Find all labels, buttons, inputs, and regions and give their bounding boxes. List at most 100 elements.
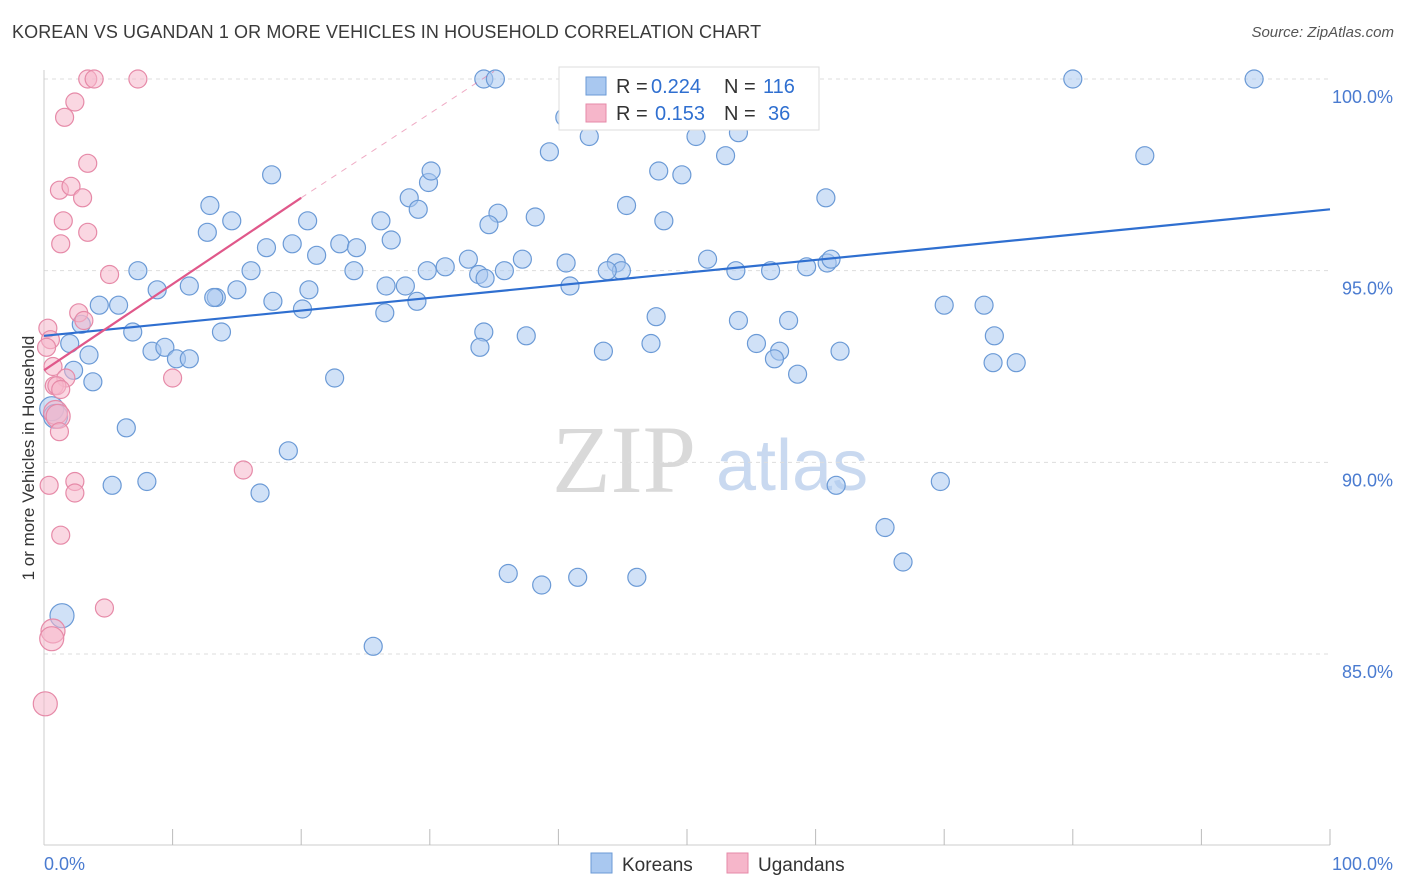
korean-point: [407, 291, 427, 311]
source-credit: Source: ZipAtlas.com: [1251, 24, 1394, 41]
x-tick-label: 0.0%: [44, 854, 85, 874]
korean-point: [346, 238, 367, 258]
korean-point: [79, 345, 99, 365]
korean-point: [222, 211, 242, 231]
legend-korean-n-label: N =: [724, 76, 756, 98]
korean-point: [984, 326, 1004, 346]
korean-point: [568, 567, 588, 587]
korean-point: [298, 211, 318, 231]
korean-point: [299, 280, 319, 300]
legend-ugandan-r-label: R =: [616, 103, 648, 125]
x-tick-label: 100.0%: [1332, 854, 1393, 874]
ugandan-point: [74, 310, 94, 331]
korean-point: [826, 475, 846, 495]
korean-point: [330, 234, 350, 254]
ugandan-point: [51, 379, 71, 400]
korean-points: [39, 69, 1264, 656]
korean-point: [395, 276, 415, 296]
ugandan-point: [51, 525, 71, 545]
korean-point: [116, 418, 136, 438]
ugandan-point: [99, 264, 120, 285]
korean-point: [1244, 69, 1264, 89]
korean-point: [830, 341, 850, 361]
korean-point: [197, 222, 217, 242]
watermark-zip: ZIP: [552, 406, 696, 513]
korean-point: [102, 475, 122, 495]
legend-ugandan-r-value: 0.153: [655, 103, 705, 125]
korean-point: [816, 188, 836, 208]
legend-ugandan-n-label: N =: [724, 103, 756, 125]
korean-point: [697, 249, 718, 269]
ugandan-point: [65, 92, 85, 112]
korean-point: [1063, 69, 1083, 89]
korean-point: [893, 552, 913, 572]
ugandan-trend-line: [43, 196, 302, 372]
korean-point: [512, 249, 532, 269]
korean-point: [875, 517, 895, 538]
x-ticks: [172, 829, 1331, 845]
korean-point: [241, 261, 261, 281]
korean-point: [983, 353, 1003, 373]
korean-point: [371, 211, 391, 231]
korean-point: [593, 341, 614, 361]
korean-point: [344, 261, 364, 281]
bottom-legend-korean-swatch: [590, 852, 613, 874]
korean-point: [282, 234, 302, 254]
korean-point: [408, 199, 428, 219]
ugandan-point: [72, 188, 93, 208]
legend-korean-swatch: [585, 76, 607, 96]
legend-ugandan-swatch: [585, 103, 607, 123]
korean-point: [263, 291, 283, 311]
legend-korean-n-value: 116: [763, 76, 795, 98]
korean-point: [597, 261, 617, 281]
bottom-legend-ugandan-swatch: [726, 852, 749, 874]
ugandan-point: [54, 107, 75, 127]
korean-point: [375, 303, 395, 323]
y-tick-label: 95.0%: [1342, 279, 1393, 299]
ugandan-point: [84, 69, 104, 89]
legend-korean-r-label: R =: [616, 76, 648, 98]
korean-point: [672, 165, 692, 185]
watermark-atlas: atlas: [716, 426, 868, 506]
korean-point: [641, 333, 661, 354]
korean-point: [974, 295, 994, 315]
korean-point: [262, 165, 282, 185]
korean-point: [654, 211, 674, 231]
ugandan-point: [61, 176, 81, 196]
korean-point: [470, 337, 490, 357]
korean-point: [494, 261, 514, 281]
chart-title: KOREAN VS UGANDAN 1 OR MORE VEHICLES IN …: [12, 22, 762, 42]
korean-point: [934, 295, 954, 315]
korean-point: [250, 483, 270, 503]
korean-point: [89, 295, 109, 315]
korean-point: [325, 368, 345, 388]
ugandan-point: [233, 460, 253, 480]
korean-point: [525, 207, 545, 227]
y-tick-labels: 85.0% 90.0% 95.0% 100.0%: [1332, 87, 1393, 682]
korean-point: [560, 276, 580, 296]
korean-point: [458, 249, 478, 269]
korean-point: [930, 471, 950, 492]
korean-point: [363, 636, 383, 656]
ugandan-point: [49, 422, 70, 442]
stats-legend: R = 0.224 N = 116 R = 0.153 N = 36: [558, 66, 820, 131]
korean-point: [516, 326, 536, 346]
korean-point: [204, 287, 224, 308]
korean-point: [1006, 353, 1026, 373]
korean-point: [128, 261, 148, 281]
korean-point: [147, 280, 167, 300]
series-legend: Koreans Ugandans: [590, 852, 845, 876]
korean-point: [137, 471, 157, 492]
korean-point: [179, 276, 199, 296]
korean-point: [108, 295, 129, 315]
korean-point: [778, 310, 799, 331]
korean-point: [649, 161, 669, 181]
korean-point: [211, 322, 232, 342]
y-axis-title: 1 or more Vehicles in Household: [19, 336, 38, 581]
bottom-legend-korean-label: Koreans: [622, 855, 693, 876]
korean-point: [376, 276, 396, 296]
korean-point: [307, 245, 327, 265]
korean-point: [728, 310, 749, 331]
korean-point: [539, 142, 559, 162]
korean-point: [83, 372, 103, 392]
